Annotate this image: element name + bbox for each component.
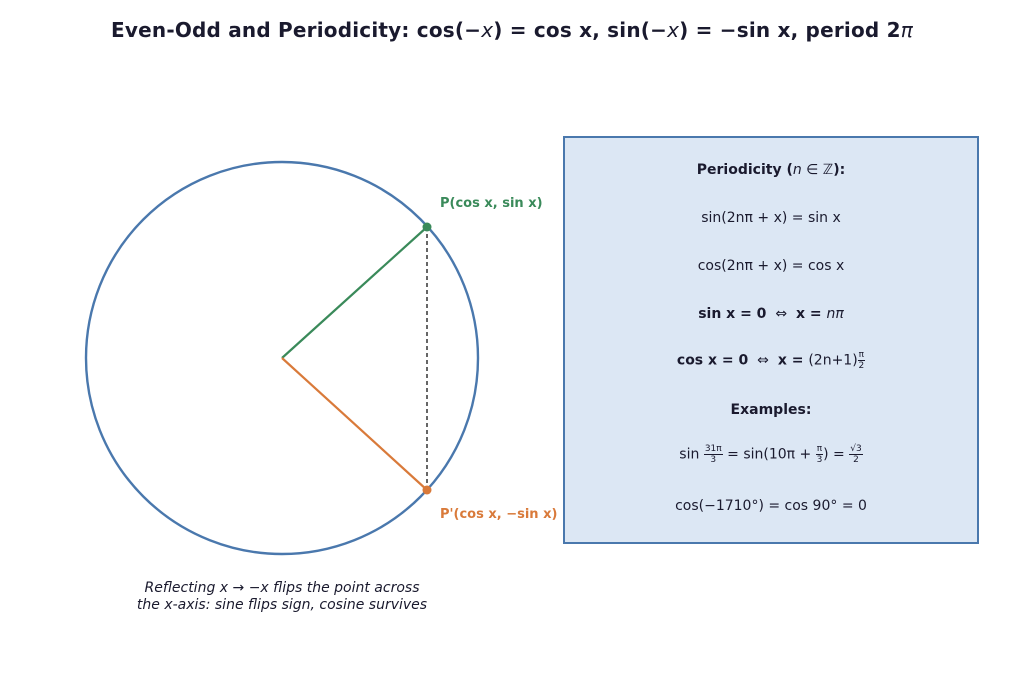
caption: Reflecting x → −x flips the point across… [82, 580, 482, 614]
cos-zero-lhs: cos x = 0 [676, 352, 749, 369]
heading-n: n [792, 162, 802, 178]
heading-text: Periodicity ( [696, 162, 793, 178]
periodicity-heading: Periodicity (n ∈ ℤ): [565, 162, 977, 178]
title-part: sin x, period 2 [736, 18, 901, 42]
fraction-num: π [815, 444, 824, 455]
ex1-mid: = sin(10π + [722, 446, 816, 463]
example-1: sin 31π 3 = sin(10π + π 3) = √3 2 [565, 444, 977, 465]
iff-symbol: ⇔ [757, 352, 769, 369]
page-title: Even-Odd and Periodicity: cos(−x) = cos … [0, 18, 1024, 42]
unit-circle [84, 160, 480, 556]
label-pprime: P'(cos x, −sin x) [440, 507, 558, 522]
title-minus: − [719, 18, 737, 42]
ex1-fraction-1: 31π 3 [703, 444, 723, 465]
title-part: Even-Odd and Periodicity: cos( [111, 18, 465, 42]
caption-line-2: the x-axis: sine flips sign, cosine surv… [136, 597, 428, 613]
examples-heading: Examples: [730, 402, 812, 418]
title-part: ) = cos x, sin( [493, 18, 651, 42]
title-part: ) = [679, 18, 720, 42]
title-pi: π [900, 18, 913, 42]
sin-zero-val: nπ [826, 306, 844, 322]
fraction-num: 31π [703, 444, 723, 455]
fraction-num: π [857, 350, 866, 361]
fraction-num: √3 [849, 444, 863, 455]
label-p: P(cos x, sin x) [440, 196, 543, 211]
title-minus: − [650, 18, 668, 42]
fraction-den: 3 [710, 455, 717, 465]
cos-zero-x: x = [777, 352, 809, 369]
ex1-eq: ) = [823, 446, 850, 463]
ex1-fraction-3: √3 2 [849, 444, 863, 465]
sin-zero-lhs: sin x = 0 [698, 306, 767, 322]
sin-periodicity: sin(2nπ + x) = sin x [701, 210, 841, 226]
point-p [422, 222, 432, 232]
radius-to-p [281, 226, 428, 359]
example-2: cos(−1710°) = cos 90° = 0 [675, 498, 867, 514]
ex1-sin: sin [679, 446, 700, 463]
fraction-den: 3 [816, 455, 823, 465]
cos-periodicity: cos(2nπ + x) = cos x [697, 258, 845, 274]
info-box: Periodicity (n ∈ ℤ): sin(2nπ + x) = sin … [563, 136, 979, 544]
title-var: x [667, 18, 680, 42]
title-minus: − [464, 18, 482, 42]
fraction-den: 2 [853, 455, 859, 465]
cos-zero-val: (2n+1) [808, 352, 858, 369]
title-var: x [481, 18, 494, 42]
heading-close: ): [833, 162, 846, 178]
iff-symbol: ⇔ [775, 306, 788, 322]
sin-zero-rule: sin x = 0 ⇔ x = nπ [565, 306, 977, 322]
cos-zero-rule: cos x = 0 ⇔ x = (2n+1) π 2 [565, 350, 977, 371]
sin-zero-x: x = [795, 306, 827, 322]
radius-to-pprime [281, 357, 428, 491]
fraction-den: 2 [858, 361, 865, 371]
point-pprime [422, 485, 432, 495]
caption-line-1: Reflecting x → −x flips the point across [144, 580, 420, 596]
heading-set: ∈ ℤ [801, 162, 834, 178]
